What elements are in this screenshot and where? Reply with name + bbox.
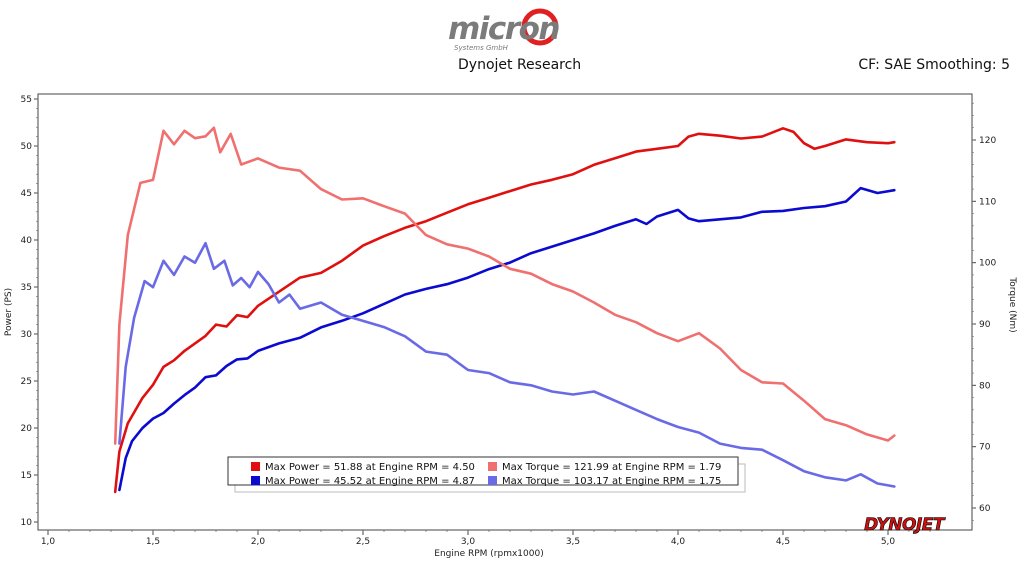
micron-logo: micron Systems GmbH (448, 8, 561, 52)
dynojet-watermark: DYNOJET (864, 515, 946, 535)
logo-wordmark: micron (448, 11, 559, 47)
y-axis-left: 10 15 20 25 30 35 40 45 50 55 (21, 95, 38, 528)
x-tick-label: 2,0 (251, 537, 266, 547)
y-right-tick-label: 110 (979, 197, 996, 207)
legend-swatch (251, 476, 260, 485)
legend-entry: Max Power = 51.88 at Engine RPM = 4.50 (265, 462, 475, 473)
y-right-tick-label: 60 (979, 504, 991, 514)
x-tick-label: 5,0 (881, 537, 896, 547)
y-left-tick-label: 10 (21, 518, 33, 528)
legend-box (227, 456, 739, 486)
y-axis-right-label: Torque (Nm) (1007, 276, 1017, 332)
y-right-tick-label: 100 (979, 259, 996, 269)
logo-subtext: Systems GmbH (454, 44, 509, 52)
y-axis-left-label: Power (PS) (4, 288, 14, 336)
chart-subtitle: Dynojet Research (458, 57, 582, 73)
logo-ring (521, 8, 559, 46)
legend-swatch (251, 462, 260, 471)
y-axis-right: 60 70 80 90 100 110 120 (972, 102, 996, 521)
x-tick-label: 3,0 (461, 537, 476, 547)
y-left-tick-label: 35 (21, 283, 32, 293)
x-tick-label: 1,0 (41, 537, 56, 547)
correction-info: CF: SAE Smoothing: 5 (858, 57, 1010, 73)
legend-entry: Max Torque = 103.17 at Engine RPM = 1.75 (502, 476, 721, 487)
legend-swatch (488, 462, 497, 471)
y-left-tick-label: 15 (21, 471, 32, 481)
y-left-tick-label: 40 (21, 236, 33, 246)
x-tick-label: 4,5 (776, 537, 790, 547)
x-tick-label: 1,5 (146, 537, 160, 547)
legend-entry: Max Power = 45.52 at Engine RPM = 4.87 (265, 476, 475, 487)
y-left-tick-label: 25 (21, 377, 32, 387)
x-axis-label: Engine RPM (rpmx1000) (434, 549, 543, 559)
power-run2-line (118, 186, 896, 492)
y-right-tick-label: 70 (979, 443, 991, 453)
y-left-tick-label: 20 (21, 424, 33, 434)
x-tick-label: 4,0 (671, 537, 686, 547)
legend: Max Power = 51.88 at Engine RPM = 4.50 Ma… (227, 456, 746, 493)
legend-entry: Max Torque = 121.99 at Engine RPM = 1.79 (502, 462, 721, 473)
x-tick-label: 3,5 (566, 537, 580, 547)
y-left-tick-label: 50 (21, 142, 33, 152)
series-layer (113, 126, 896, 494)
y-right-tick-label: 120 (979, 136, 996, 146)
y-left-tick-label: 30 (21, 330, 33, 340)
torque-run1-line (113, 126, 896, 445)
y-left-tick-label: 45 (21, 189, 32, 199)
torque-run2-line (118, 241, 896, 488)
legend-swatch (488, 476, 497, 485)
power-run1-line (113, 127, 896, 494)
x-axis: 1,0 1,5 2,0 2,5 3,0 3,5 4,0 4,5 5,0 (41, 530, 931, 547)
y-right-tick-label: 80 (979, 381, 991, 391)
y-left-tick-label: 55 (21, 95, 32, 105)
y-right-tick-label: 90 (979, 320, 991, 330)
x-tick-label: 2,5 (356, 537, 370, 547)
